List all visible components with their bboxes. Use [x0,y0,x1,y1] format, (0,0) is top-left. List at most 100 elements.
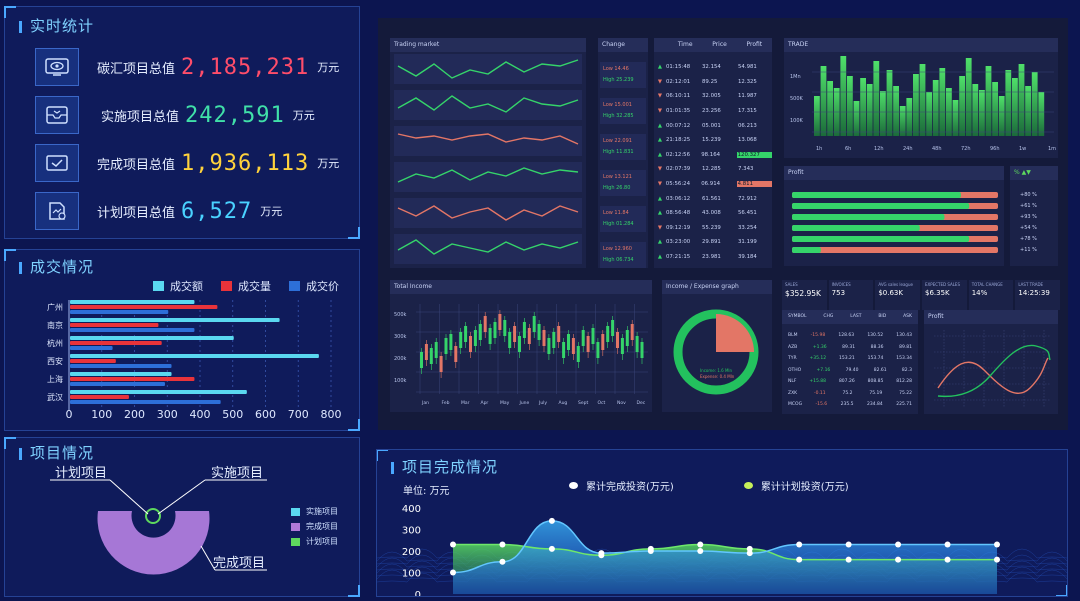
candle-body [591,328,595,344]
profit-curve-title: Profit [924,310,1058,324]
arrow-up-icon: ▲ [657,210,663,217]
change-high: High 32.285 [603,113,634,119]
profit-bar-fill [792,214,945,220]
change-high: High 06.734 [603,257,634,263]
symbol-cell: OTHO [788,367,802,373]
eye-icon [35,48,79,86]
arrow-down-icon: ▼ [657,108,663,115]
projects-panel: 项目情况 计划项目 实施项目 完成项目 实施项目 完成项目 计划项目 [4,437,360,597]
symbol-cell: 82.61 [873,367,887,373]
completion-area-chart: 0 100 200 300 400 [377,504,1067,596]
trading-dashboard: Trading market Change Low 14.46 High 25.2… [378,18,1068,430]
y-tick-label: 200 [402,547,421,558]
symbol-cell: 808.85 [867,379,884,385]
table-row: ▲ 01:15:48 32.154 54.981 [654,60,772,75]
pie-leader-done [200,545,216,571]
x-tick-label: 700 [288,408,309,421]
x-tick-label: 0 [66,408,73,421]
table-row: ▼ 02:12:01 89.25 12.325 [654,75,772,90]
point-complete [845,541,852,548]
legend-label: 实施项目 [306,507,338,516]
bar [70,354,319,358]
cell-price: 05.001 [702,122,721,129]
legend-label: 计划项目 [306,537,338,546]
bar [70,377,195,381]
income-expense-title: Income / Expense graph [662,280,772,294]
check-mail-icon [35,144,79,182]
trade-bar [1038,92,1045,136]
stat-label: 完成项目总值 [97,157,176,173]
trade-bar [840,56,847,136]
candle-body [493,322,497,338]
change-high: High 11.831 [603,149,634,155]
legend-item: 完成项目 [291,519,338,534]
kpi-strip: SALES $352.95K INVOICES 753 AVG sales league… [782,280,1062,310]
point-complete [895,541,902,548]
candle-body [444,338,448,354]
deals-title-text: 成交情况 [30,258,95,276]
symbol-cell: TYR [788,356,797,362]
price-table-header: Time Price Profit [654,38,772,52]
y-tick-label: 1Mn [790,74,801,80]
candle-body [567,334,570,350]
stat-unit: 万元 [260,205,283,218]
x-tick-label: 1w [1019,146,1026,152]
point-plan [647,545,654,552]
cell-time: 02:12:56 [665,151,691,158]
stat-row-plan: 计划项目总值 6,527 万元 [35,191,355,231]
symbol-col-header: LAST [850,314,862,319]
cell-price: 29.891 [702,239,721,246]
x-tick-label: 1m [1048,146,1056,152]
symbol-cell: 812.28 [896,379,912,385]
trade-bar [1018,64,1025,136]
y-tick-label: 上海 [47,374,63,384]
arrow-down-icon: ▼ [657,181,662,188]
cell-price: 89.25 [702,78,718,85]
x-tick-label: July [538,400,547,406]
cell-time: 02:12:01 [666,78,691,85]
symbol-row: TYR +35.12 153.21 153.74 153.34 [782,353,918,365]
stat-value: 2,185,231 [181,54,310,80]
bar [70,323,159,327]
candle-body [562,342,566,358]
trade-bar [820,66,827,136]
x-tick-label: 72h [961,146,971,152]
cell-profit: 17.315 [738,108,757,115]
arrow-down-icon: ▼ [657,93,663,100]
completion-panel: 项目完成情况 单位: 万元 累计完成投资(万元) 累计计划投资(万元) 0 100… [376,449,1068,597]
change-low: Low 12.960 [603,246,632,252]
profit-bar-fill [792,203,970,209]
symbol-row: AZB +1.36 89.31 88.36 89.81 [782,342,918,354]
symbol-cell: 79.40 [845,367,859,373]
sparkline-bg [394,198,582,228]
arrow-up-icon: ▲ [657,122,663,129]
cell-time: 08:56:48 [666,210,691,217]
cell-time: 02:07:39 [666,166,691,173]
trade-bar [893,86,899,136]
cell-profit: 4.811 [736,181,772,188]
table-row: ▼ 06:10:11 32.005 11.987 [654,89,772,104]
bar [70,341,162,345]
projects-title-text: 项目情况 [30,444,95,462]
cell-time: 01:01:35 [666,108,691,115]
cell-time: 05:56:24 [665,181,691,188]
bar [70,310,169,314]
kpi-value: $352.95K [785,289,821,298]
cell-profit: 33.254 [738,224,757,231]
kpi-card: EXPECTED SALES $6.35K [922,280,967,310]
point-plan [450,541,456,548]
trade-bar [992,82,998,136]
donut-expense-slice [716,314,754,352]
trade-bar [906,98,913,136]
point-plan [697,541,704,548]
table-row: ▼ 02:07:39 12.285 7.343 [654,162,772,177]
candle-body [611,320,615,336]
profit-bar-track [792,247,998,253]
profit-curve-chart [934,330,1051,408]
deals-title: 成交情况 [19,256,94,277]
cell-price: 55.239 [702,224,721,231]
trade-bar [1031,72,1038,136]
symbol-table-header: SYMBOL CHG LAST BID ASK [782,310,918,324]
candle-body [576,346,580,362]
candle-body [606,326,610,342]
